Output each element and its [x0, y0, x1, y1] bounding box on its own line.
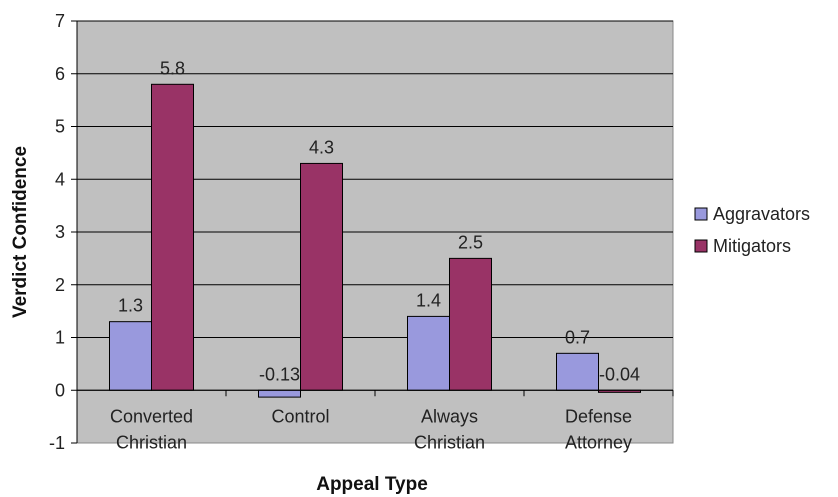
y-tick-label: 6	[55, 64, 65, 84]
x-axis-title: Appeal Type	[316, 474, 428, 495]
y-tick-label: 0	[55, 380, 65, 400]
data-label: -0.13	[259, 364, 300, 384]
bar-aggravators	[556, 352, 599, 391]
x-tick-label: Christian	[414, 432, 485, 452]
bar-aggravators	[407, 315, 450, 391]
data-label: 1.3	[118, 296, 143, 316]
data-label: 0.7	[565, 327, 590, 347]
data-label: 2.5	[458, 232, 483, 252]
bar-aggravators	[109, 321, 152, 391]
x-tick-label: Defense	[565, 406, 632, 426]
y-axis: -1 0 1 2 3 4 5 6 7	[49, 11, 78, 453]
x-tick-label: Always	[421, 406, 478, 426]
y-axis-title: Verdict Confidence	[10, 146, 31, 318]
data-label: 4.3	[309, 137, 334, 157]
bar-mitigators	[151, 83, 194, 391]
x-tick-label: Converted	[110, 406, 193, 426]
y-tick-label: 7	[55, 11, 65, 31]
y-tick-label: 3	[55, 222, 65, 242]
x-axis: Converted Christian Control Always Christian…	[76, 389, 674, 452]
legend-label: Mitigators	[713, 236, 791, 256]
data-label: -0.04	[599, 364, 640, 384]
y-tick-label: 4	[55, 169, 65, 189]
data-labels: 1.3 5.8 -0.13 4.3 1.4 2.5 0.7 -0.04	[118, 58, 640, 384]
x-tick-label: Attorney	[565, 432, 632, 452]
legend: Aggravators Mitigators	[681, 200, 835, 266]
x-tick-label: Control	[271, 406, 329, 426]
legend-swatch	[694, 239, 708, 253]
y-tick-label: 5	[55, 117, 65, 137]
bar-mitigators	[449, 257, 492, 391]
legend-label: Aggravators	[713, 204, 810, 224]
bar-mitigators	[300, 162, 343, 391]
y-tick-label: -1	[49, 433, 65, 453]
bar-aggravators	[258, 389, 301, 398]
bars	[109, 83, 641, 398]
data-label: 5.8	[160, 58, 185, 78]
data-label: 1.4	[416, 290, 441, 310]
legend-swatch	[694, 207, 708, 221]
y-tick-label: 1	[55, 328, 65, 348]
x-tick-label: Christian	[116, 432, 187, 452]
y-tick-label: 2	[55, 275, 65, 295]
